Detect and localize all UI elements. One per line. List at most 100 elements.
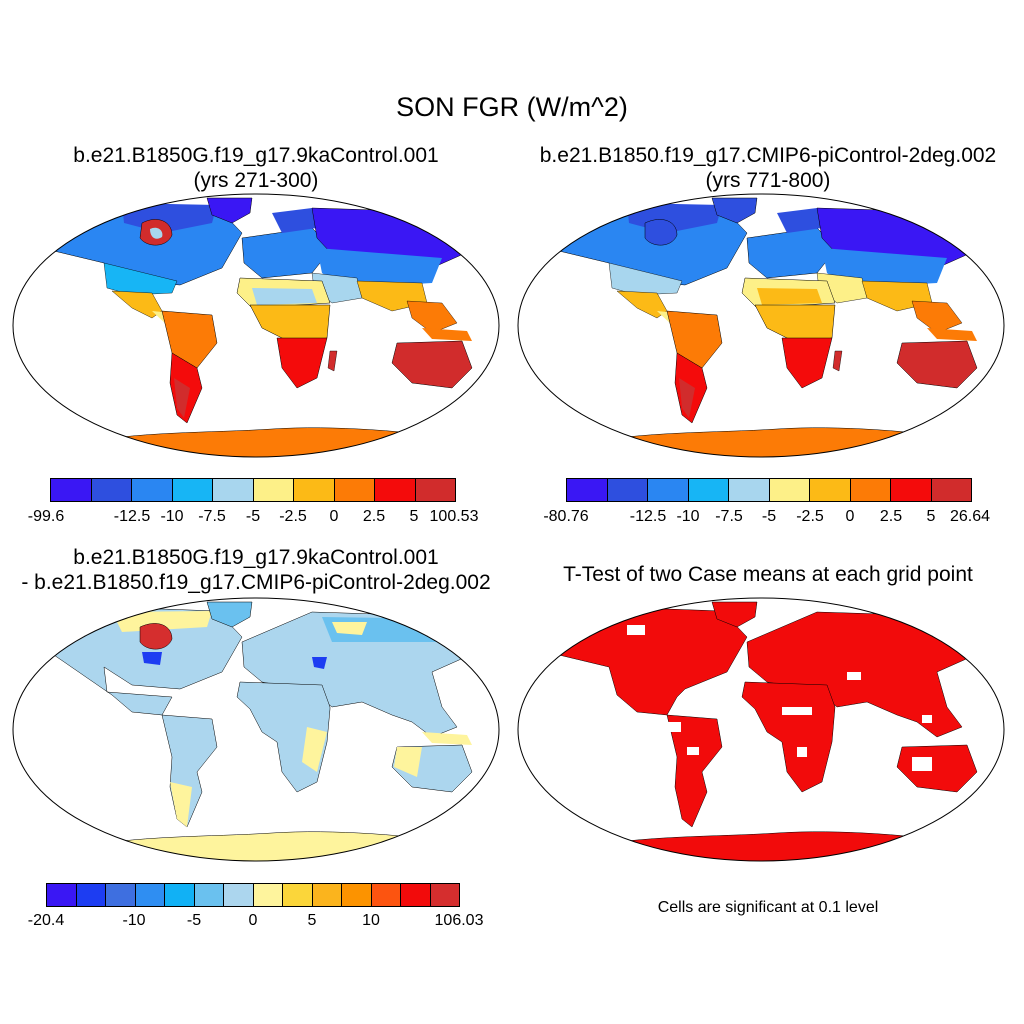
colorbar-swatch — [342, 884, 372, 906]
south-america-north — [666, 310, 723, 369]
hudson-bay — [139, 623, 173, 650]
colorbar-panel-1 — [50, 478, 456, 502]
southeast-asia — [406, 300, 458, 334]
colorbar-2-label: 5 — [926, 508, 936, 525]
colorbar-swatch — [106, 884, 136, 906]
africa-south — [276, 337, 328, 389]
colorbar-2-label: -12.5 — [629, 508, 667, 525]
hudson-bay-inner — [150, 227, 163, 239]
colorbar-swatch — [194, 884, 224, 906]
greenland — [711, 197, 758, 224]
antarctica — [13, 831, 499, 861]
south-america-north — [161, 310, 218, 369]
colorbar-1-label: -5 — [245, 508, 261, 525]
panel-3-minus-case-name: - b.e21.B1850.f19_g17.CMIP6-piControl-2d… — [21, 571, 491, 594]
colorbar-swatch — [224, 884, 254, 906]
scandinavia-anomaly — [332, 622, 367, 635]
colorbar-swatch — [850, 479, 891, 501]
indonesia — [422, 732, 472, 745]
australia — [391, 340, 473, 389]
central-asia-anomaly — [312, 657, 327, 669]
southeast-asia — [911, 300, 963, 334]
colorbar-swatch — [567, 479, 608, 501]
south-america-south — [170, 782, 192, 827]
colorbar-2-label: 0 — [845, 508, 855, 525]
significance-note: Cells are significant at 0.1 level — [657, 899, 879, 916]
colorbar-swatch — [47, 884, 77, 906]
colorbar-3-label: 10 — [362, 912, 380, 929]
scandinavia — [272, 208, 317, 233]
map-panel-2 — [517, 193, 1005, 458]
colorbar-1-label: -7.5 — [198, 508, 226, 525]
indonesia — [422, 328, 472, 341]
colorbar-1-label: -99.6 — [27, 508, 65, 525]
colorbar-panel-3 — [46, 883, 460, 907]
greenland — [206, 601, 253, 628]
colorbar-swatch — [401, 884, 431, 906]
colorbar-1-label: -12.5 — [113, 508, 151, 525]
panel-2-case-name: b.e21.B1850.f19_g17.CMIP6-piControl-2deg… — [539, 144, 997, 167]
colorbar-swatch — [415, 479, 455, 501]
patagonia — [679, 378, 695, 418]
canada-north — [112, 611, 212, 632]
panel-2-years: (yrs 771-800) — [705, 169, 831, 192]
colorbar-swatch — [375, 479, 416, 501]
hudson-bay — [644, 219, 678, 246]
insignificant-cells — [667, 722, 681, 732]
colorbar-3-label: -5 — [186, 912, 202, 929]
australia — [896, 340, 978, 389]
colorbar-swatch — [891, 479, 932, 501]
panel-3-title: b.e21.B1850G.f19_g17.9kaControl.001 - b.… — [0, 545, 530, 595]
colorbar-swatch — [253, 479, 294, 501]
colorbar-swatch — [648, 479, 689, 501]
colorbar-3-label: 0 — [248, 912, 258, 929]
great-lakes — [142, 652, 162, 665]
colorbar-3-label: -20.4 — [27, 912, 65, 929]
australia-west — [394, 747, 422, 777]
panel-2-title: b.e21.B1850.f19_g17.CMIP6-piControl-2deg… — [512, 143, 1024, 193]
colorbar-swatch — [253, 884, 283, 906]
colorbar-2-label: -80.76 — [543, 508, 589, 525]
greenland-significant — [711, 601, 758, 628]
colorbar-swatch — [294, 479, 335, 501]
colorbar-swatch — [334, 479, 375, 501]
africa-south — [781, 337, 833, 389]
panel-3-case-name: b.e21.B1850G.f19_g17.9kaControl.001 — [73, 546, 439, 569]
colorbar-swatch — [371, 884, 401, 906]
map-panel-3 — [12, 597, 500, 862]
colorbar-1-label: -2.5 — [279, 508, 307, 525]
sahara — [252, 288, 317, 305]
colorbar-swatch — [607, 479, 648, 501]
colorbar-3-label: 5 — [307, 912, 317, 929]
colorbar-2-label: 26.64 — [949, 508, 991, 525]
colorbar-swatch — [213, 479, 254, 501]
colorbar-2-label: -5 — [761, 508, 777, 525]
colorbar-swatch — [51, 479, 92, 501]
colorbar-swatch — [135, 884, 165, 906]
colorbar-swatch — [769, 479, 810, 501]
main-title: SON FGR (W/m^2) — [396, 92, 628, 122]
greenland — [206, 197, 253, 224]
africa-east — [302, 727, 327, 772]
madagascar — [327, 350, 338, 372]
colorbar-swatch — [283, 884, 313, 906]
colorbar-2-label: 2.5 — [879, 508, 903, 525]
colorbar-2-label: -10 — [676, 508, 700, 525]
map-panel-4 — [517, 597, 1005, 862]
sahara — [757, 288, 822, 305]
colorbar-swatch — [165, 884, 195, 906]
colorbar-swatch — [91, 479, 132, 501]
colorbar-swatch — [729, 479, 770, 501]
patagonia — [174, 378, 190, 418]
antarctica-significant — [518, 831, 1004, 861]
colorbar-swatch — [688, 479, 729, 501]
antarctica — [13, 427, 499, 457]
panel-4-title: T-Test of two Case means at each grid po… — [563, 563, 973, 586]
panel-1-title: b.e21.B1850G.f19_g17.9kaControl.001 (yrs… — [0, 143, 512, 193]
colorbar-swatch — [312, 884, 342, 906]
panel-1-case-name: b.e21.B1850G.f19_g17.9kaControl.001 — [73, 144, 439, 167]
madagascar — [832, 350, 843, 372]
scandinavia — [777, 208, 822, 233]
colorbar-swatch — [132, 479, 173, 501]
colorbar-swatch — [810, 479, 851, 501]
